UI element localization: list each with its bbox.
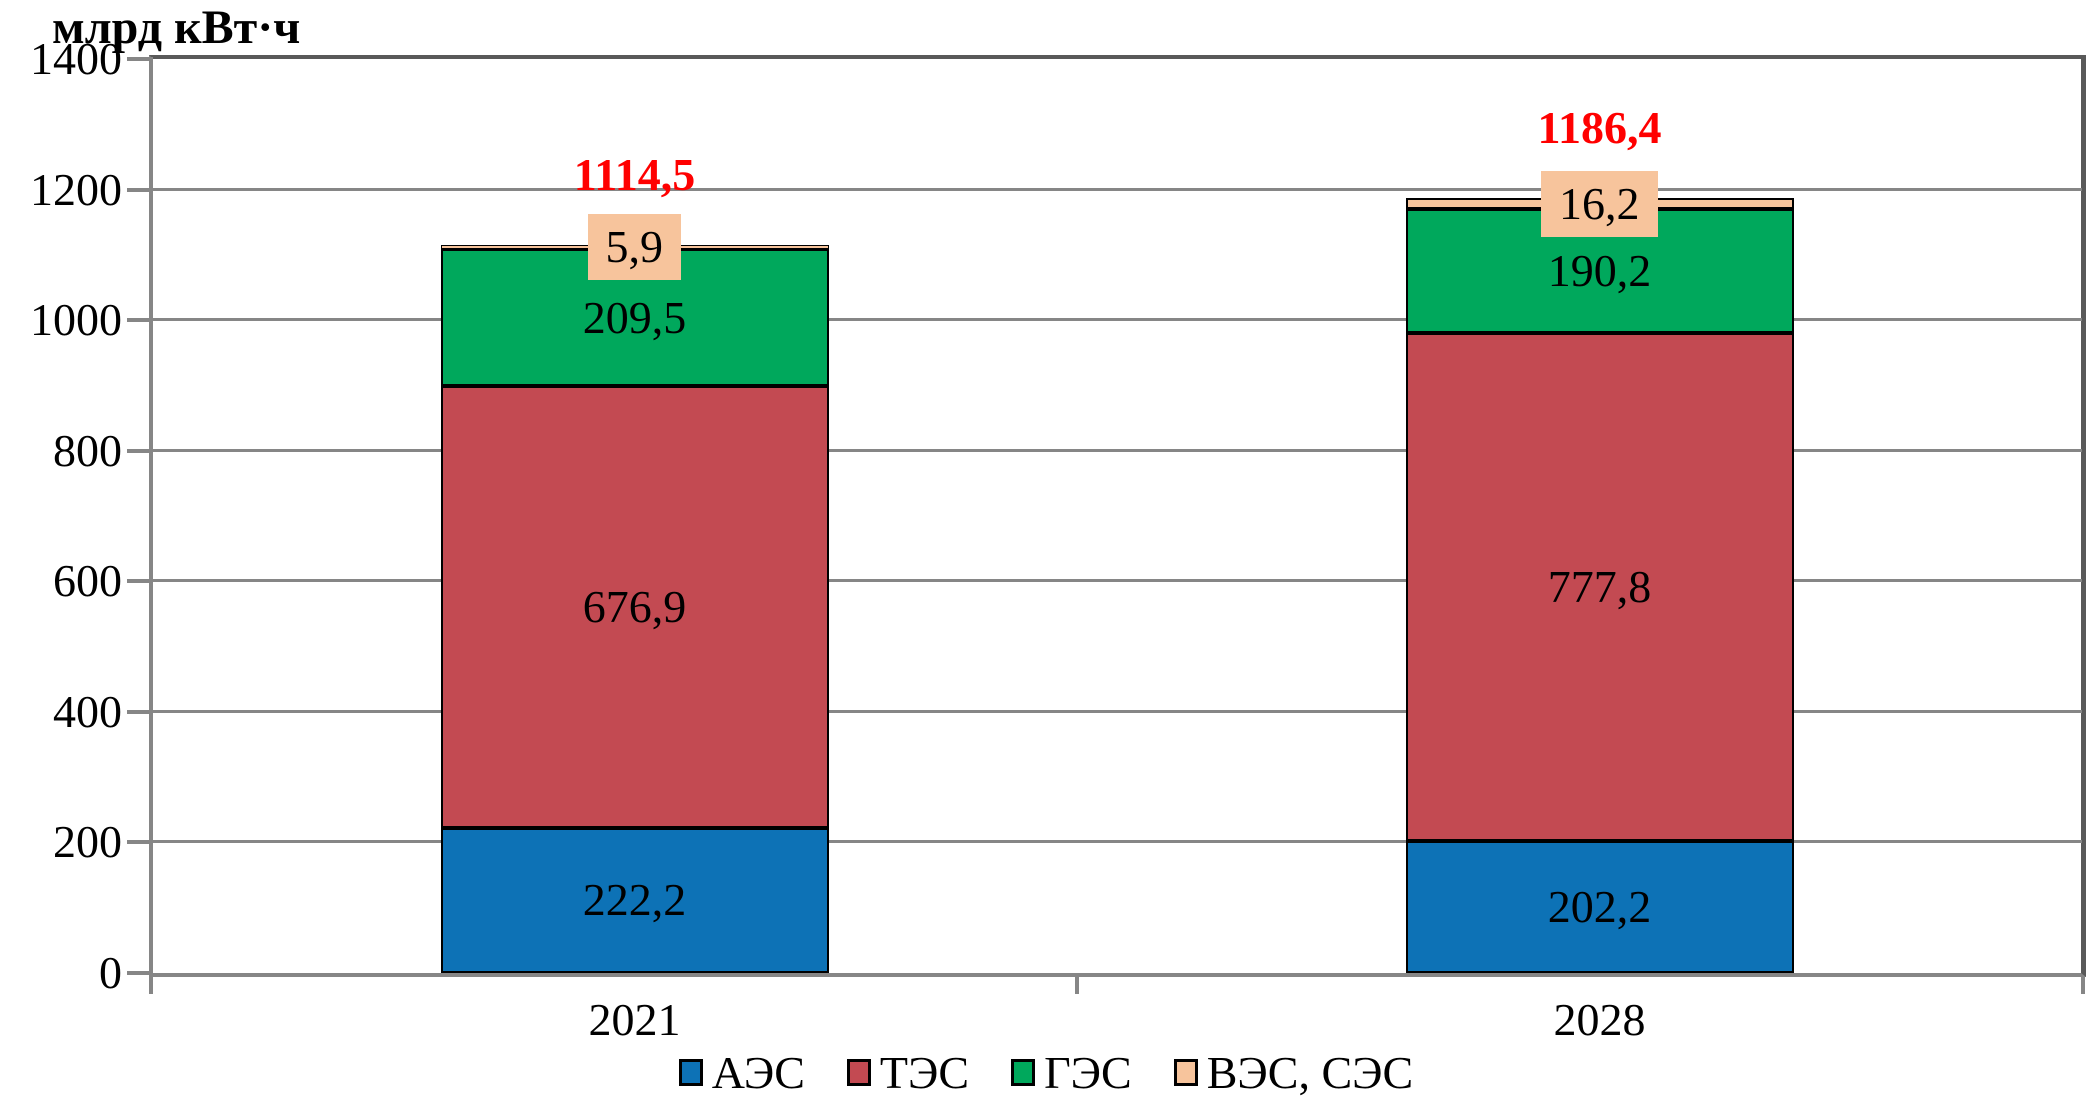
- y-axis-tick-label: 200: [53, 816, 122, 868]
- y-axis-tick-label: 600: [53, 555, 122, 607]
- legend-item-ВЭС, СЭС: ВЭС, СЭС: [1173, 1046, 1414, 1099]
- legend-label: АЭС: [711, 1046, 805, 1098]
- legend-label: ВЭС, СЭС: [1206, 1046, 1414, 1098]
- data-label-callout-2028-ВЭС, СЭС: 16,2: [1541, 170, 1658, 237]
- gridline-600: [153, 579, 2082, 583]
- bar-segment-2021-АЭС: [440, 827, 829, 973]
- y-axis-tick-1400: [127, 57, 153, 61]
- legend-swatch-icon: [846, 1058, 871, 1086]
- data-label-2021-АЭС: 222,2: [582, 874, 687, 926]
- legend: АЭС ТЭС ГЭС ВЭС, СЭС: [0, 1044, 2092, 1100]
- x-axis-tick-0: [149, 977, 153, 994]
- data-label-callout-2021-ВЭС, СЭС: 5,9: [587, 214, 681, 281]
- data-label-2028-ГЭС: 190,2: [1547, 245, 1652, 297]
- y-axis-title: млрд кВт·ч: [52, 1, 301, 54]
- gridline-1000: [153, 318, 2082, 322]
- total-label-2028: 1186,4: [1537, 102, 1662, 154]
- data-label-2021-ГЭС: 209,5: [582, 291, 687, 343]
- gridline-1200: [153, 187, 2082, 191]
- bar-segment-2021-ТЭС: [440, 386, 829, 828]
- gridline-200: [153, 840, 2082, 844]
- y-axis-tick-label: 1200: [30, 163, 122, 215]
- total-label-2021: 1114,5: [573, 149, 696, 201]
- legend-item-ТЭС: ТЭС: [846, 1046, 970, 1099]
- gridline-400: [153, 709, 2082, 713]
- bar-segment-2028-ТЭС: [1405, 333, 1794, 841]
- y-axis-tick-1000: [127, 318, 153, 323]
- data-label-2028-ТЭС: 777,8: [1547, 561, 1652, 613]
- y-axis-tick-600: [127, 579, 153, 584]
- x-axis-tick-1: [1075, 977, 1079, 994]
- x-axis-category-label-2028: 2028: [1553, 994, 1646, 1045]
- legend-item-АЭС: АЭС: [678, 1046, 805, 1099]
- legend-swatch-icon: [678, 1058, 703, 1086]
- legend-item-ГЭС: ГЭС: [1011, 1046, 1132, 1099]
- y-axis-tick-1200: [127, 187, 153, 192]
- bar-segment-2028-АЭС: [1405, 840, 1794, 973]
- legend-label: ТЭС: [879, 1046, 970, 1098]
- y-axis-tick-800: [127, 448, 153, 453]
- data-label-2028-АЭС: 202,2: [1547, 880, 1652, 932]
- x-axis-tick-2: [2081, 977, 2085, 994]
- legend-swatch-icon: [1173, 1058, 1198, 1086]
- legend-swatch-icon: [1011, 1058, 1036, 1086]
- plot-area: [149, 55, 2086, 977]
- y-axis-tick-label: 400: [53, 685, 122, 737]
- y-axis-tick-label: 800: [53, 424, 122, 476]
- gridline-800: [153, 448, 2082, 452]
- y-axis-tick-label: 1400: [30, 33, 122, 84]
- y-axis-tick-label: 0: [99, 947, 122, 998]
- legend-label: ГЭС: [1044, 1046, 1132, 1098]
- data-label-2021-ТЭС: 676,9: [582, 580, 687, 632]
- x-axis-category-label-2021: 2021: [588, 994, 681, 1045]
- y-axis-tick-0: [127, 971, 153, 975]
- y-axis-tick-400: [127, 709, 153, 714]
- y-axis-tick-label: 1000: [30, 294, 122, 346]
- y-axis-tick-200: [127, 840, 153, 845]
